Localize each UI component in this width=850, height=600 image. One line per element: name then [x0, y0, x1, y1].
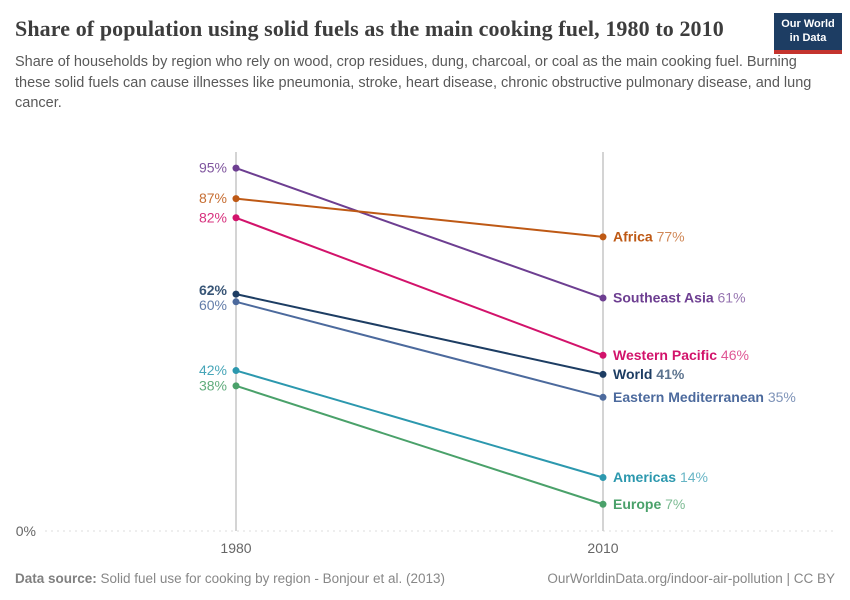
series-start-value-world: 62%	[199, 282, 228, 298]
chart-header: Share of population using solid fuels as…	[15, 13, 842, 114]
series-start-value-western-pacific: 82%	[199, 209, 227, 225]
series-dot-start-americas[interactable]	[232, 367, 240, 375]
series-line-europe[interactable]	[235, 384, 604, 506]
owid-logo-line2: in Data	[789, 31, 827, 44]
series-start-value-americas: 42%	[199, 362, 227, 378]
chart-footer: Data source: Solid fuel use for cooking …	[15, 571, 835, 586]
series-line-southeast-asia[interactable]	[235, 167, 604, 299]
series-end-label-africa[interactable]: Africa 77%	[613, 228, 685, 244]
series-line-western-pacific[interactable]	[235, 216, 604, 357]
footer-right: OurWorldinData.org/indoor-air-pollution …	[547, 571, 835, 586]
series-dot-start-world[interactable]	[232, 290, 240, 298]
series-start-value-southeast-asia: 95%	[199, 160, 227, 176]
chart-subtitle: Share of households by region who rely o…	[15, 54, 812, 112]
series-dot-end-eastern-mediterranean[interactable]	[599, 393, 607, 401]
series-end-label-world[interactable]: World 41%	[613, 366, 685, 382]
series-start-value-africa: 87%	[199, 190, 227, 206]
data-source-note: Data source: Solid fuel use for cooking …	[15, 571, 445, 586]
series-end-label-eastern-mediterranean[interactable]: Eastern Mediterranean 35%	[613, 389, 796, 405]
license-label: CC BY	[793, 571, 835, 586]
series-dot-start-western-pacific[interactable]	[232, 214, 240, 222]
page-title: Share of population using solid fuels as…	[15, 16, 724, 41]
data-source-label: Data source:	[15, 571, 97, 586]
series-line-eastern-mediterranean[interactable]	[235, 300, 604, 399]
y-zero-label: 0%	[16, 523, 36, 539]
series-dot-start-southeast-asia[interactable]	[232, 164, 240, 172]
series-end-label-southeast-asia[interactable]: Southeast Asia 61%	[613, 289, 746, 305]
series-end-label-americas[interactable]: Americas 14%	[613, 469, 708, 485]
series-dot-start-eastern-mediterranean[interactable]	[232, 298, 240, 306]
footer-separator: |	[782, 571, 794, 586]
owid-logo[interactable]: Our World in Data	[774, 13, 842, 54]
series-end-label-western-pacific[interactable]: Western Pacific 46%	[613, 347, 749, 363]
x-tick-2010: 2010	[587, 540, 618, 556]
series-line-americas[interactable]	[235, 369, 604, 479]
series-line-africa[interactable]	[235, 197, 604, 238]
series-line-world[interactable]	[235, 293, 604, 376]
series-end-label-europe[interactable]: Europe 7%	[613, 496, 685, 512]
series-dot-end-western-pacific[interactable]	[599, 351, 607, 359]
series-dot-end-americas[interactable]	[599, 474, 607, 482]
series-dot-start-africa[interactable]	[232, 195, 240, 203]
series-start-value-europe: 38%	[199, 377, 227, 393]
series-dot-start-europe[interactable]	[232, 382, 240, 390]
data-source-text: Solid fuel use for cooking by region - B…	[96, 571, 445, 586]
x-tick-1980: 1980	[220, 540, 251, 556]
series-dot-end-europe[interactable]	[599, 500, 607, 508]
owid-logo-line1: Our World	[781, 18, 835, 30]
owid-url-link[interactable]: OurWorldinData.org/indoor-air-pollution	[547, 571, 783, 586]
series-dot-end-world[interactable]	[599, 370, 607, 378]
series-dot-end-africa[interactable]	[599, 233, 607, 241]
series-dot-end-southeast-asia[interactable]	[599, 294, 607, 302]
series-start-value-eastern-mediterranean: 60%	[199, 297, 227, 313]
